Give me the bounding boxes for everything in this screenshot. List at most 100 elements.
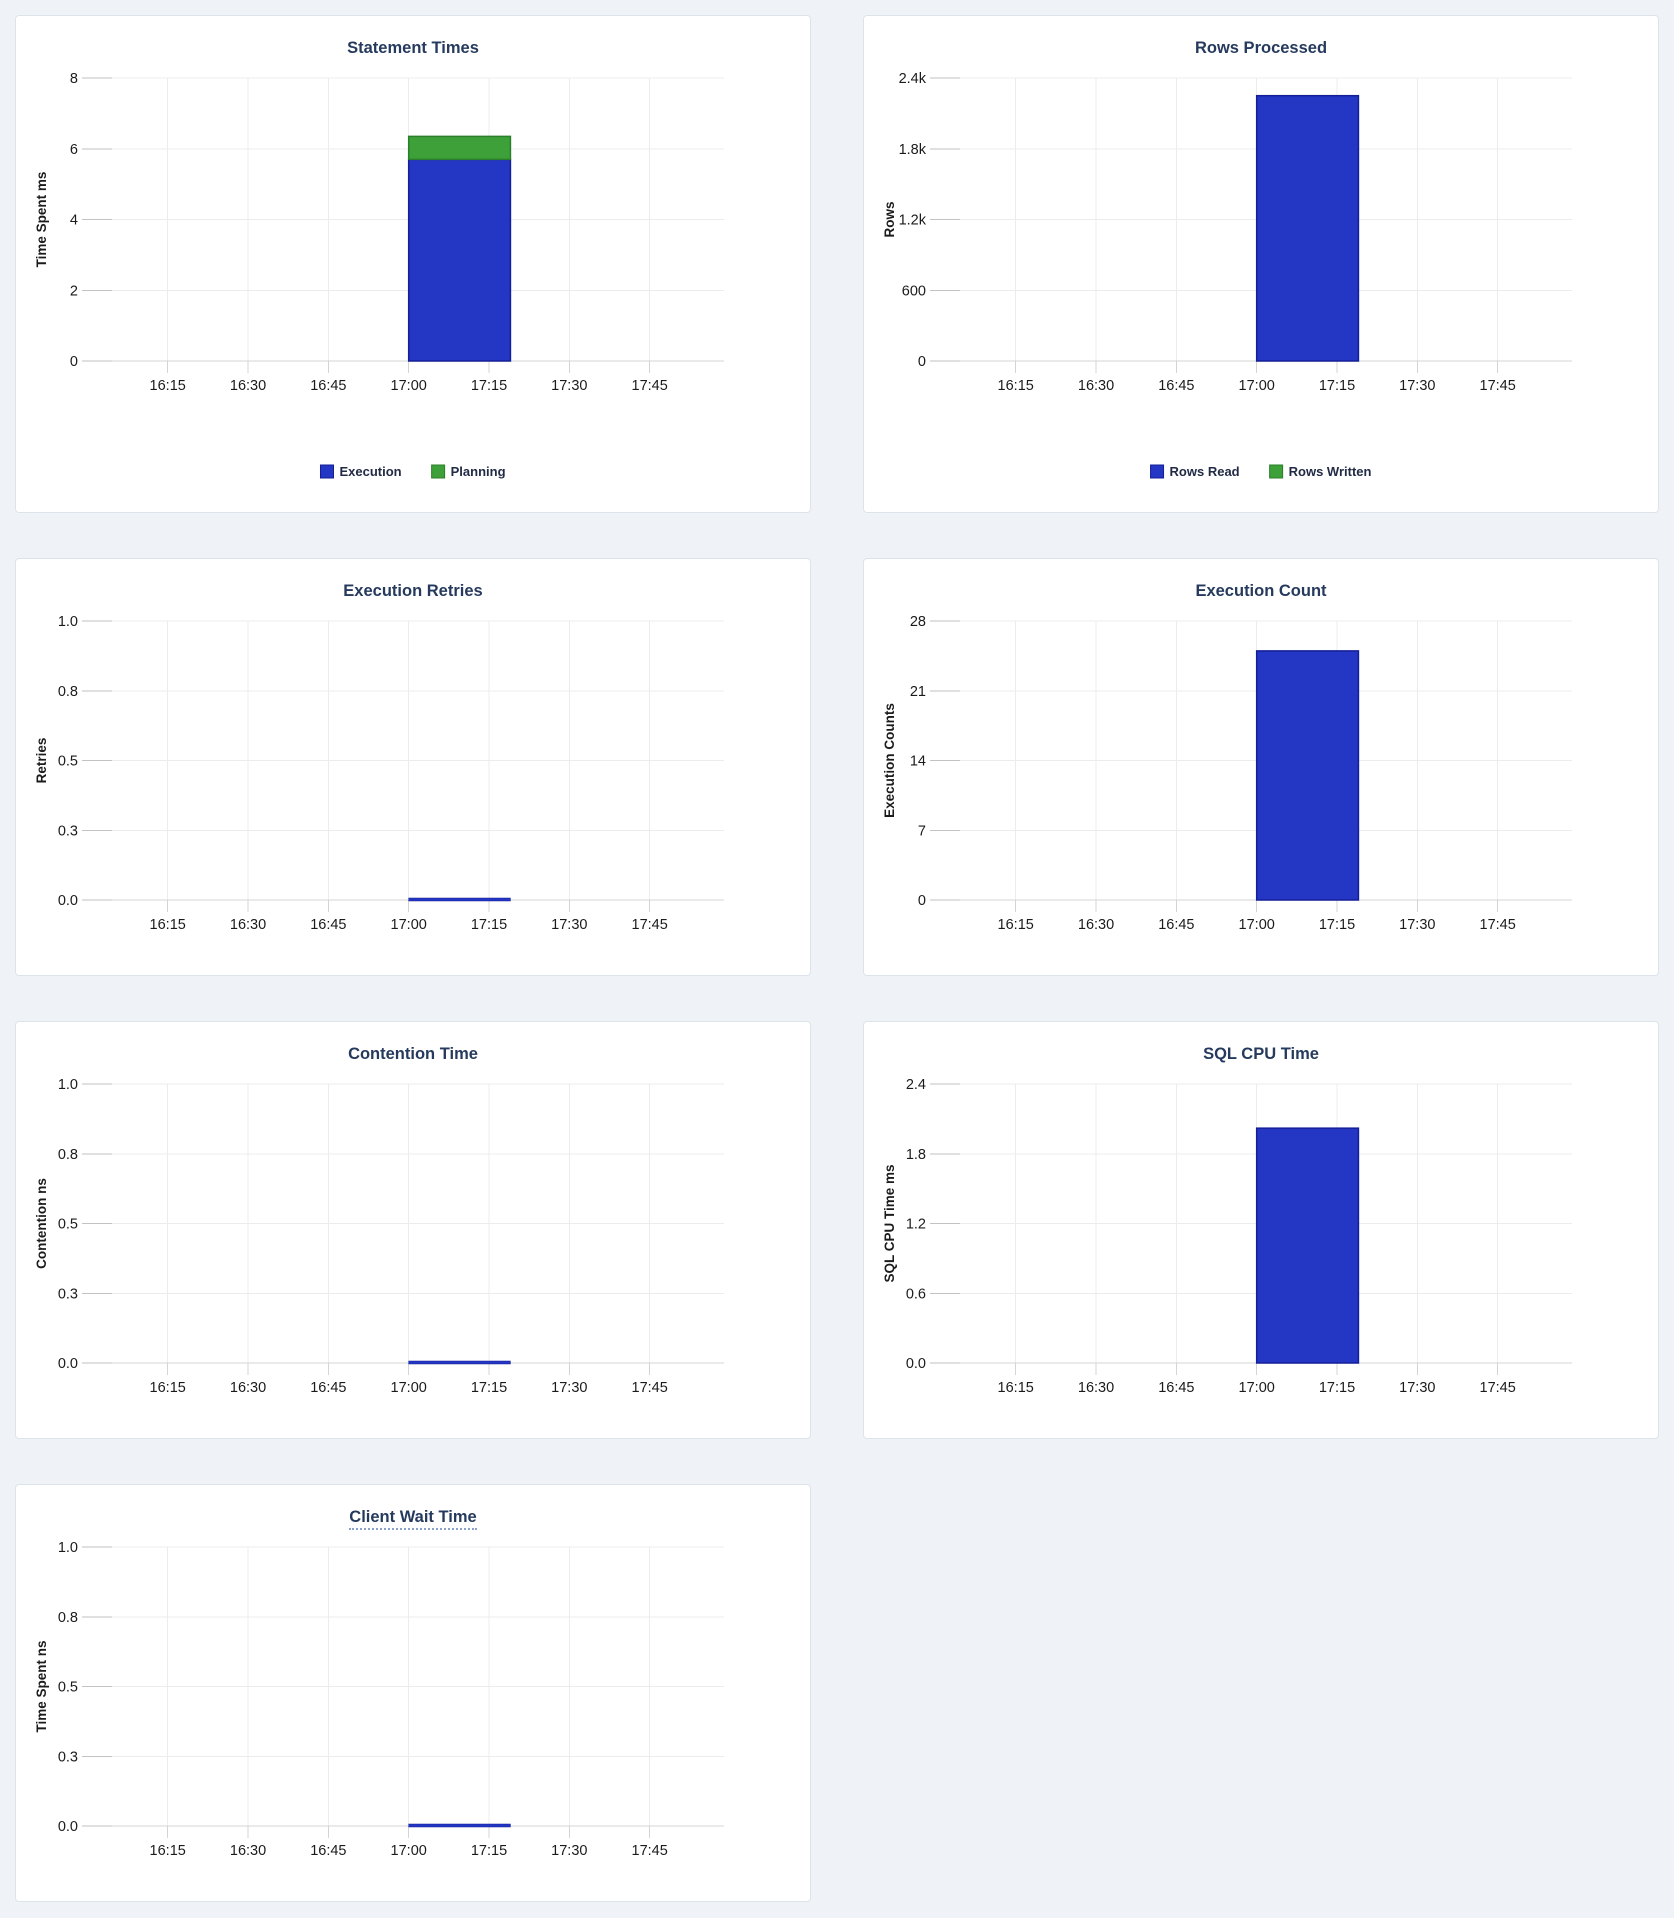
x-tick-label: 17:30 (1399, 917, 1435, 933)
x-tick-label: 17:00 (391, 378, 427, 394)
chart-title-execution-count: Execution Count (864, 582, 1658, 601)
y-tick-label: 1.0 (58, 614, 78, 630)
chart-title-text: Rows Processed (1194, 39, 1328, 57)
chart-panel-execution-retries: Execution Retries 0.0 0.3 0.5 0.8 1.0 16:15 16… (15, 558, 811, 976)
execution-retries-chart[interactable]: 0.0 0.3 0.5 0.8 1.0 16:15 16:30 16:45 17:00 17:15… (16, 559, 810, 975)
x-tick-label: 17:15 (1319, 917, 1355, 933)
y-tick-label: 7 (918, 823, 926, 839)
x-tick-label: 16:30 (230, 1843, 266, 1859)
statement-times-chart[interactable]: 0 2 4 6 8 16:15 16:30 16:45 17:00 17:15 17:30 17:45… (16, 16, 810, 512)
x-tick-label: 16:15 (998, 917, 1034, 933)
chart-title-tooltip-text[interactable]: Client Wait Time (349, 1508, 477, 1530)
y-tick-label: 600 (902, 283, 926, 299)
x-tick-label: 17:45 (1480, 1380, 1516, 1396)
bar-zero-value[interactable] (408, 1823, 511, 1828)
bar-value[interactable] (1255, 650, 1360, 901)
chart-title-client-wait-time: Client Wait Time (16, 1508, 810, 1530)
x-tick-label: 16:45 (1158, 917, 1194, 933)
y-tick-label: 1.0 (58, 1077, 78, 1093)
y-axis-label: Time Spent ns (34, 1640, 49, 1732)
y-tick-label: 2 (70, 283, 78, 299)
chart-title-text: Execution Retries (343, 582, 483, 600)
x-tick-label: 17:45 (632, 1843, 668, 1859)
legend-swatch-rows-read (1150, 464, 1165, 479)
bar-rows-read[interactable] (1255, 94, 1360, 362)
x-tick-label: 17:30 (551, 1843, 587, 1859)
x-tick-label: 17:15 (1319, 1380, 1355, 1396)
y-tick-label: 0.3 (58, 1286, 78, 1302)
x-tick-label: 16:15 (998, 378, 1034, 394)
x-tick-label: 17:15 (1319, 378, 1355, 394)
y-tick-label: 1.8 (906, 1147, 926, 1163)
y-axis-label: SQL CPU Time ms (882, 1164, 897, 1282)
legend-swatch-planning (431, 464, 446, 479)
chart-title-sql-cpu-time: SQL CPU Time (864, 1045, 1658, 1064)
x-tick-label: 16:30 (230, 1380, 266, 1396)
y-tick-label: 14 (910, 754, 926, 770)
chart-panel-sql-cpu-time: SQL CPU Time 0.0 0.6 1.2 1.8 2.4 16:15 16:30 16… (863, 1021, 1659, 1439)
bar-value[interactable] (1255, 1127, 1360, 1364)
x-tick-label: 17:45 (1480, 917, 1516, 933)
chart-panel-rows-processed: Rows Processed 0 600 1.2k 1.8k 2.4k 16:15 16:3… (863, 15, 1659, 513)
y-tick-label: 0.6 (906, 1286, 926, 1302)
x-tick-label: 17:45 (1480, 378, 1516, 394)
y-tick-label: 2.4k (899, 71, 927, 87)
chart-title-contention-time: Contention Time (16, 1045, 810, 1064)
y-axis-label: Execution Counts (882, 703, 897, 818)
x-tick-label: 16:45 (310, 378, 346, 394)
chart-panel-contention-time: Contention Time 0.0 0.3 0.5 0.8 1.0 16:15 16:3… (15, 1021, 811, 1439)
y-tick-label: 2.4 (906, 1077, 926, 1093)
y-tick-label: 0.5 (58, 754, 78, 770)
chart-panel-execution-count: Execution Count 0 7 14 21 28 16:15 16:30 16:45 1… (863, 558, 1659, 976)
legend-label-rows-read: Rows Read (1170, 464, 1240, 479)
x-tick-label: 16:30 (1078, 1380, 1114, 1396)
y-axis-label: Contention ns (34, 1178, 49, 1269)
y-tick-label: 4 (70, 213, 78, 229)
x-tick-label: 17:45 (632, 1380, 668, 1396)
client-wait-time-chart[interactable]: 0.0 0.3 0.5 0.8 1.0 16:15 16:30 16:45 17:00 17:15… (16, 1485, 810, 1901)
x-tick-label: 17:15 (471, 378, 507, 394)
x-tick-label: 17:45 (632, 917, 668, 933)
x-tick-label: 17:00 (391, 917, 427, 933)
legend-swatch-rows-written (1269, 464, 1284, 479)
chart-panel-client-wait-time: Client Wait Time 0.0 0.3 0.5 0.8 1.0 16:15 16:… (15, 1484, 811, 1902)
legend-label-planning: Planning (451, 464, 506, 479)
x-tick-label: 17:30 (1399, 1380, 1435, 1396)
x-tick-label: 16:15 (150, 1380, 186, 1396)
x-tick-label: 17:45 (632, 378, 668, 394)
y-tick-label: 0.0 (58, 893, 78, 909)
y-tick-label: 0.8 (58, 684, 78, 700)
chart-title-text: Statement Times (347, 39, 479, 57)
contention-time-chart[interactable]: 0.0 0.3 0.5 0.8 1.0 16:15 16:30 16:45 17:00 17:15… (16, 1022, 810, 1438)
x-tick-label: 17:30 (1399, 378, 1435, 394)
chart-title-text: Contention Time (348, 1045, 478, 1063)
x-tick-label: 16:15 (998, 1380, 1034, 1396)
x-tick-label: 17:30 (551, 378, 587, 394)
y-tick-label: 0.8 (58, 1610, 78, 1626)
x-tick-label: 16:45 (1158, 1380, 1194, 1396)
chart-legend: Execution Planning (319, 464, 506, 479)
y-tick-label: 21 (910, 684, 926, 700)
chart-title-execution-retries: Execution Retries (16, 582, 810, 601)
bar-execution[interactable] (407, 158, 512, 362)
bar-planning[interactable] (407, 135, 512, 161)
y-tick-label: 6 (70, 142, 78, 158)
y-tick-label: 0 (918, 354, 926, 370)
y-axis-label: Retries (34, 738, 49, 784)
y-axis-label: Rows (882, 201, 897, 237)
x-tick-label: 17:30 (551, 917, 587, 933)
x-tick-label: 17:00 (391, 1380, 427, 1396)
y-tick-label: 0 (918, 893, 926, 909)
x-tick-label: 16:30 (1078, 378, 1114, 394)
bar-zero-value[interactable] (408, 1360, 511, 1365)
execution-count-chart[interactable]: 0 7 14 21 28 16:15 16:30 16:45 17:00 17:15 17:30 17… (864, 559, 1658, 975)
x-tick-label: 16:45 (1158, 378, 1194, 394)
x-tick-label: 17:15 (471, 1843, 507, 1859)
chart-legend: Rows Read Rows Written (1150, 464, 1372, 479)
x-tick-label: 16:30 (230, 917, 266, 933)
sql-cpu-time-chart[interactable]: 0.0 0.6 1.2 1.8 2.4 16:15 16:30 16:45 17:00 17:15… (864, 1022, 1658, 1438)
bar-zero-value[interactable] (408, 897, 511, 902)
rows-processed-chart[interactable]: 0 600 1.2k 1.8k 2.4k 16:15 16:30 16:45 17:00 17:1… (864, 16, 1658, 512)
x-tick-label: 16:45 (310, 1380, 346, 1396)
